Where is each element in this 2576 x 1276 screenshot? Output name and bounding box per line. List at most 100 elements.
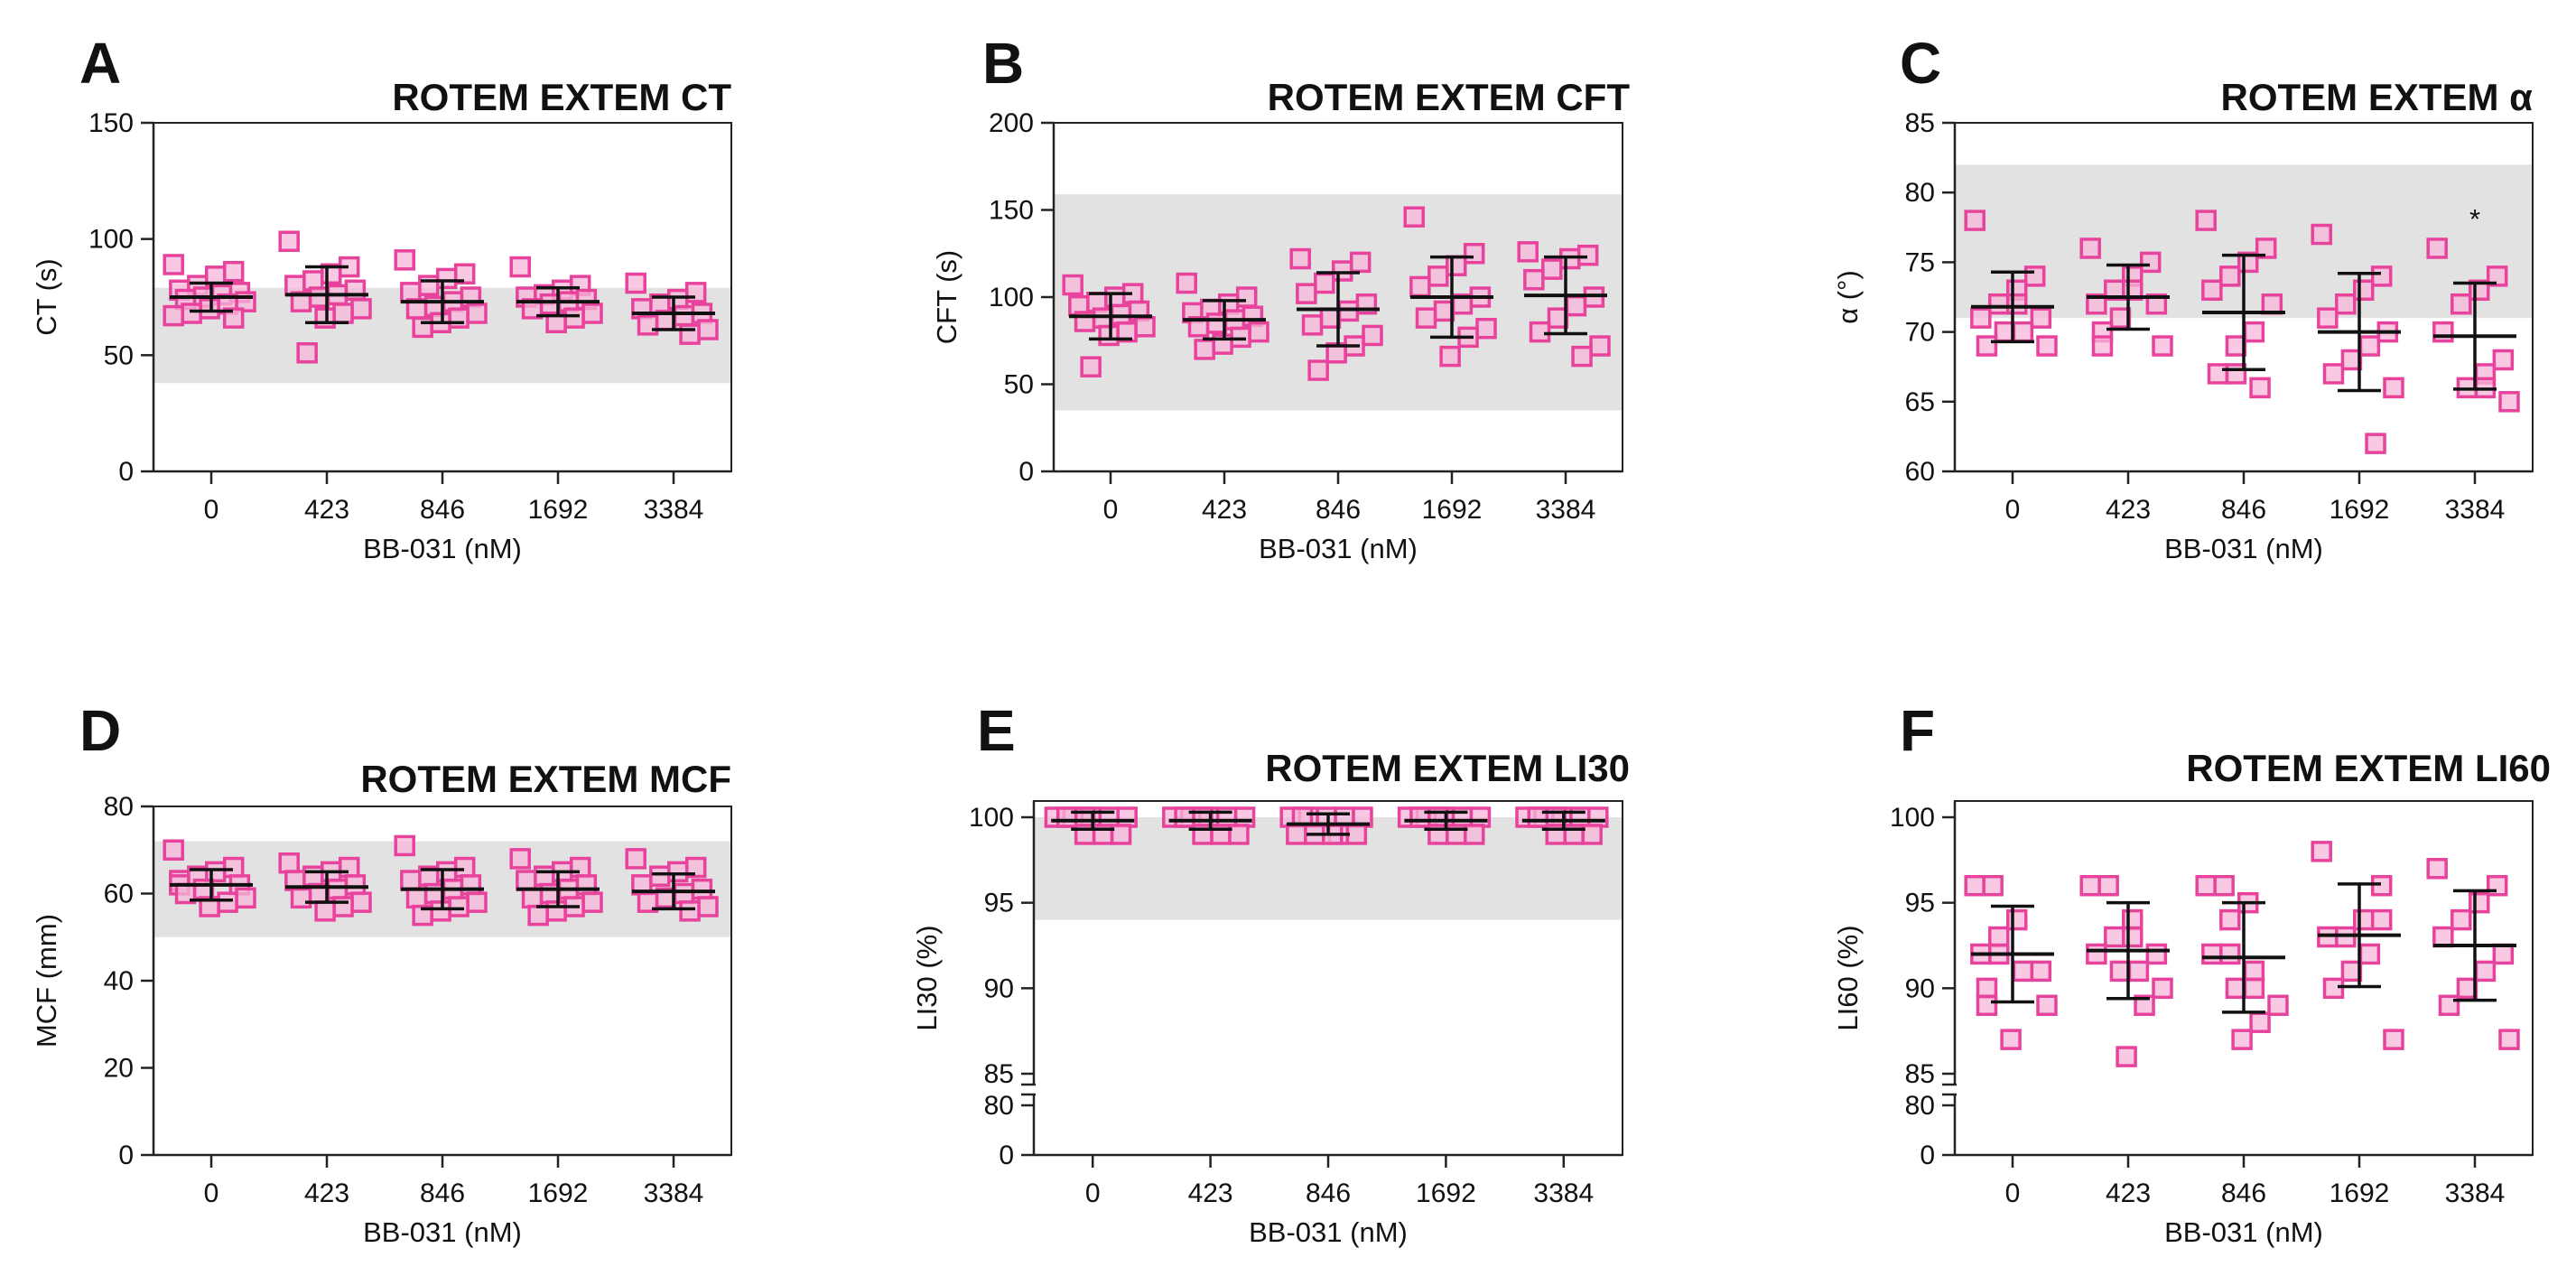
panel-title: ROTEM EXTEM CFT — [1268, 76, 1631, 118]
data-point — [2492, 943, 2515, 965]
y-tick-label: 0 — [999, 1141, 1014, 1170]
data-point — [2134, 994, 2155, 1017]
data-point — [1976, 335, 1998, 357]
x-tick-label: 1692 — [2330, 495, 2390, 525]
x-tick-label: 1692 — [1416, 1178, 1476, 1208]
y-tick-label: 80 — [1905, 1091, 1935, 1121]
data-point — [2243, 321, 2265, 343]
y-tick-label: 95 — [984, 889, 1014, 918]
data-point — [163, 304, 184, 327]
data-point — [1982, 874, 2004, 897]
data-point — [2426, 238, 2448, 259]
data-point — [667, 861, 689, 883]
data-point — [2498, 1029, 2520, 1050]
data-point — [2213, 874, 2235, 897]
x-tick-label: 846 — [420, 495, 465, 525]
data-point — [1286, 824, 1307, 845]
data-point — [1110, 824, 1132, 845]
data-point — [453, 856, 476, 879]
data-point — [2474, 960, 2497, 983]
x-tick-label: 3384 — [2445, 495, 2506, 525]
panel-letter: E — [977, 698, 1016, 763]
data-point — [637, 314, 659, 336]
y-tick-label: 95 — [1905, 889, 1935, 918]
x-tick-label: 846 — [420, 1178, 465, 1208]
data-point — [430, 900, 451, 922]
x-tick-label: 1692 — [2330, 1178, 2390, 1208]
data-point — [1517, 241, 1539, 263]
y-tick-label: 40 — [104, 966, 134, 996]
y-tick-label: 85 — [984, 1059, 1014, 1089]
y-tick-label: 0 — [118, 1141, 134, 1170]
panel-title: ROTEM EXTEM LI30 — [1265, 747, 1630, 789]
x-tick-label: 846 — [2221, 1178, 2266, 1208]
data-point — [1116, 806, 1138, 828]
data-point — [2365, 433, 2386, 454]
data-point — [1446, 255, 1467, 277]
panel-title: ROTEM EXTEM α — [2221, 76, 2534, 118]
y-tick-label: 65 — [1905, 387, 1935, 417]
data-point — [222, 260, 245, 283]
data-point — [1301, 314, 1324, 336]
data-point — [2036, 994, 2058, 1017]
x-tick-label: 423 — [304, 495, 349, 525]
data-point — [332, 303, 354, 324]
data-point — [2261, 293, 2283, 315]
y-axis-label: LI60 (%) — [1832, 925, 1864, 1030]
y-tick-label: 0 — [1920, 1141, 1935, 1170]
data-point — [1571, 345, 1593, 368]
data-point — [181, 303, 202, 324]
data-point — [684, 282, 707, 303]
data-point — [2358, 335, 2381, 357]
x-tick-label: 423 — [304, 1178, 349, 1208]
data-point — [1062, 274, 1083, 296]
data-point — [697, 319, 719, 340]
y-tick-label: 70 — [1905, 318, 1935, 348]
data-point — [2450, 908, 2472, 931]
data-point — [521, 298, 544, 320]
data-point — [235, 887, 256, 909]
data-point — [2370, 908, 2393, 931]
y-tick-label: 150 — [88, 108, 134, 138]
data-point — [545, 900, 567, 922]
data-point — [1559, 247, 1581, 270]
y-axis-label: CT (s) — [31, 258, 62, 336]
x-tick-label: 3384 — [644, 495, 704, 525]
data-point — [405, 887, 428, 909]
y-tick-label: 90 — [984, 973, 1014, 1003]
data-point — [326, 878, 349, 900]
x-tick-label: 846 — [1316, 495, 1361, 525]
x-tick-label: 0 — [1103, 495, 1119, 525]
x-axis-label: BB-031 (nM) — [2164, 533, 2323, 564]
y-tick-label: 200 — [989, 108, 1034, 138]
data-point — [2231, 1029, 2253, 1050]
data-point — [2207, 363, 2229, 385]
data-point — [679, 323, 701, 345]
data-point — [563, 307, 585, 329]
data-point — [350, 298, 372, 320]
x-tick-label: 3384 — [1536, 495, 1596, 525]
data-point — [2201, 943, 2223, 965]
data-point — [1228, 824, 1250, 845]
data-point — [217, 891, 238, 913]
y-tick-label: 60 — [1905, 457, 1935, 487]
data-point — [2358, 943, 2381, 965]
axis-break-gap — [1028, 1085, 1039, 1094]
data-point — [2030, 307, 2052, 329]
x-tick-label: 1692 — [1422, 495, 1483, 525]
data-point — [2139, 251, 2162, 274]
data-point — [1587, 806, 1609, 828]
data-point — [2249, 1011, 2271, 1033]
data-point — [2219, 908, 2241, 931]
panel-letter: F — [1900, 698, 1935, 763]
data-point — [673, 304, 695, 327]
data-point — [222, 856, 245, 879]
data-point — [2079, 238, 2101, 259]
data-point — [2195, 210, 2217, 231]
data-point — [1469, 806, 1492, 828]
x-tick-label: 0 — [204, 1178, 219, 1208]
data-point — [581, 303, 603, 324]
x-axis-label: BB-031 (nM) — [1249, 1216, 1408, 1248]
data-point — [466, 303, 488, 324]
